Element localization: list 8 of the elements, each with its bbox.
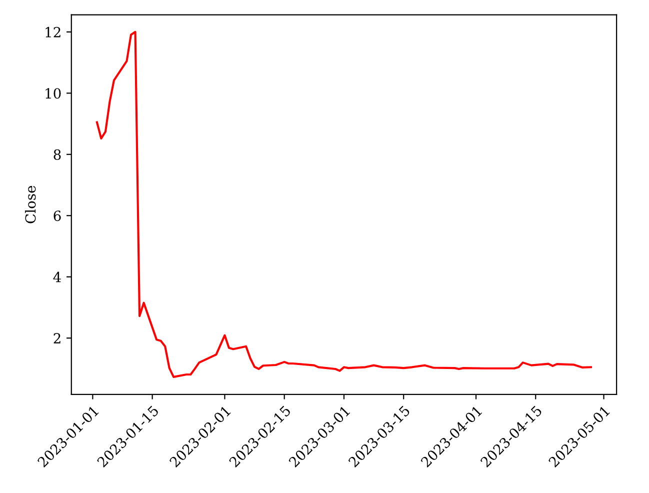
y-tick-label: 10 xyxy=(46,88,61,99)
y-tick-label: 6 xyxy=(54,210,61,222)
y-tick-label: 2 xyxy=(54,333,60,344)
y-tick-label: 12 xyxy=(46,26,60,38)
y-tick-label: 4 xyxy=(53,272,61,282)
y-axis-title: Close xyxy=(24,186,36,224)
y-tick-label: 8 xyxy=(54,149,61,160)
line-series xyxy=(96,30,592,378)
